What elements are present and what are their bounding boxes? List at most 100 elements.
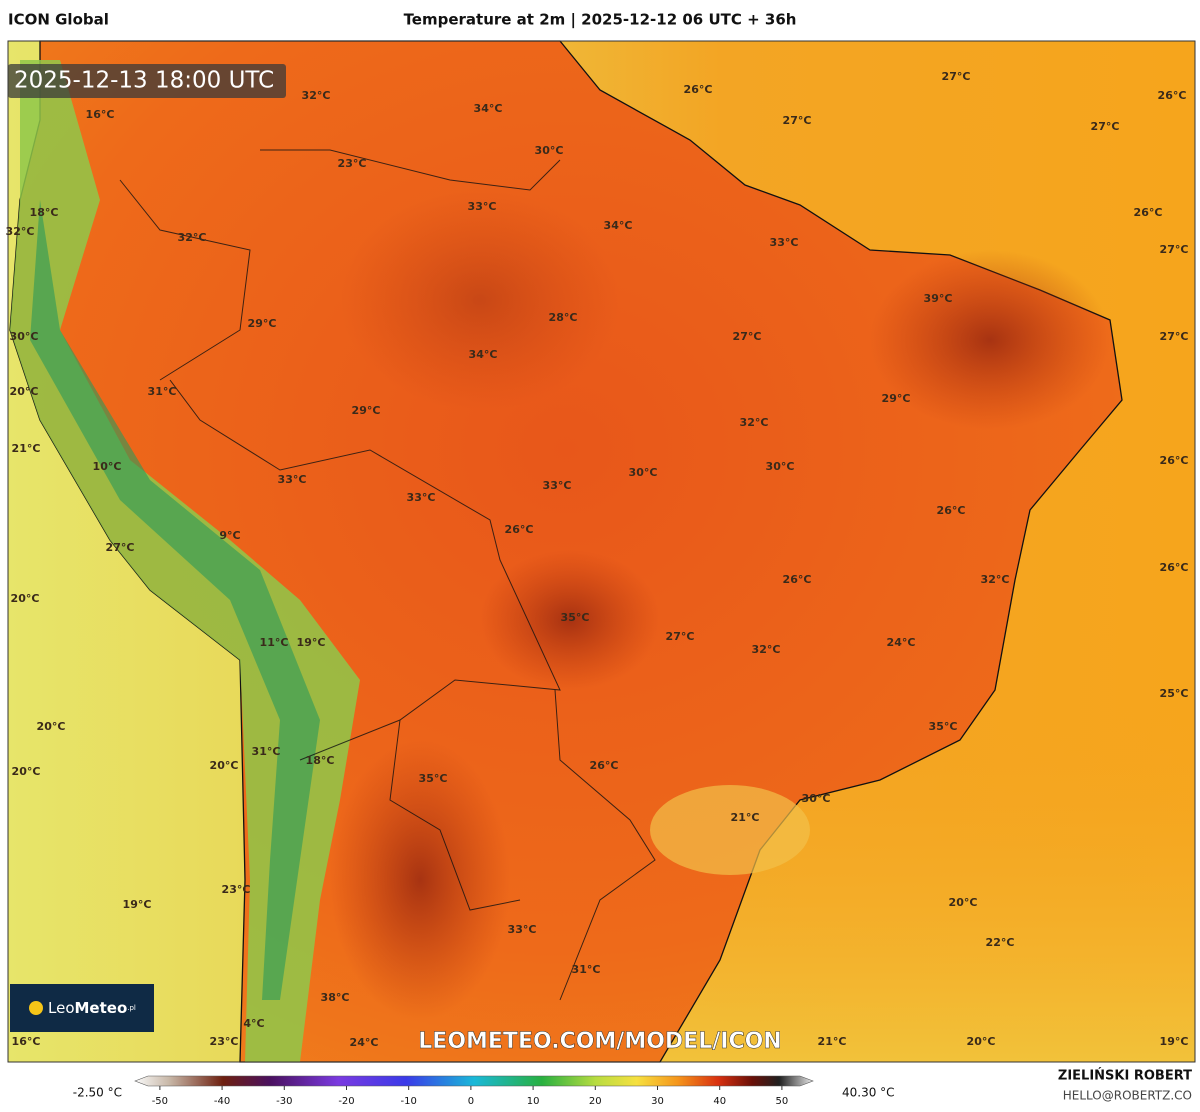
watermark: LEOMETEO.COM/MODEL/ICON — [418, 1029, 781, 1054]
temperature-label: 31°C — [572, 963, 601, 976]
temperature-label: 11°C — [260, 636, 289, 649]
colorbar-tick-label: -30 — [276, 1096, 292, 1107]
temperature-label: 26°C — [1160, 454, 1189, 467]
temperature-label: 29°C — [248, 317, 277, 330]
map-frame — [7, 40, 1196, 1063]
temperature-label: 21°C — [818, 1035, 847, 1048]
temperature-label: 21°C — [731, 811, 760, 824]
temperature-label: 30°C — [10, 330, 39, 343]
temperature-label: 26°C — [937, 504, 966, 517]
temperature-label: 32°C — [178, 231, 207, 244]
temperature-label: 23°C — [338, 157, 367, 170]
temperature-label: 18°C — [30, 206, 59, 219]
temperature-label: 27°C — [1160, 330, 1189, 343]
temperature-label: 31°C — [148, 385, 177, 398]
colorbar-tick-label: 20 — [589, 1096, 602, 1107]
temperature-label: 29°C — [352, 404, 381, 417]
temperature-label: 27°C — [106, 541, 135, 554]
cool-area — [650, 785, 810, 875]
colorbar-tick-label: -20 — [338, 1096, 354, 1107]
temperature-label: 27°C — [1091, 120, 1120, 133]
hot-area — [870, 250, 1110, 430]
colorbar: -2.50 °C 40.30 °C -50 -40 -30 -20 -10 0 10 20 30… — [73, 1075, 895, 1107]
temperature-label: 22°C — [986, 936, 1015, 949]
andes — [10, 60, 360, 1062]
temperature-label: 35°C — [929, 720, 958, 733]
temperature-label: 20°C — [12, 765, 41, 778]
temperature-label: 32°C — [752, 643, 781, 656]
temperature-label: 34°C — [604, 219, 633, 232]
temperature-label: 27°C — [942, 70, 971, 83]
contact: HELLO@ROBERTZ.CO — [1063, 1089, 1192, 1103]
temperature-label: 26°C — [783, 573, 812, 586]
logo-prefix: Leo — [48, 999, 75, 1017]
temperature-label: 30°C — [766, 460, 795, 473]
temperature-label: 39°C — [924, 292, 953, 305]
temperature-label: 20°C — [210, 759, 239, 772]
temperature-label: 35°C — [561, 611, 590, 624]
temperature-label: 20°C — [37, 720, 66, 733]
temperature-label: 34°C — [469, 348, 498, 361]
temperature-label: 20°C — [10, 385, 39, 398]
temperature-label: 24°C — [887, 636, 916, 649]
hot-area — [480, 550, 660, 690]
temperature-label: 31°C — [252, 745, 281, 758]
temperature-label: 27°C — [666, 630, 695, 643]
map-title: Temperature at 2m | 2025-12-12 06 UTC + … — [404, 11, 797, 30]
temperature-label: 10°C — [93, 460, 122, 473]
temperature-label: 20°C — [967, 1035, 996, 1048]
map-labels: 16°C 32°C 34°C 26°C 27°C 26°C 23°C 30°C 27°C 27°C… — [6, 70, 1189, 1049]
colorbar-tick-label: -10 — [401, 1096, 417, 1107]
temperature-label: 18°C — [306, 754, 335, 767]
temperature-label: 32°C — [6, 225, 35, 238]
temperature-label: 26°C — [590, 759, 619, 772]
colorbar-tick-label: 40 — [713, 1096, 726, 1107]
temperature-label: 9°C — [219, 529, 240, 542]
temperature-label: 33°C — [278, 473, 307, 486]
temperature-label: 28°C — [549, 311, 578, 324]
temperature-label: 24°C — [350, 1036, 379, 1049]
colorbar-min: -2.50 °C — [73, 1086, 122, 1100]
colorbar-scale — [134, 1075, 814, 1087]
temperature-label: 4°C — [243, 1017, 264, 1030]
hot-area — [330, 740, 510, 1020]
temperature-label: 34°C — [474, 102, 503, 115]
temperature-label: 30°C — [802, 792, 831, 805]
timestamp-box — [8, 64, 286, 98]
temperature-label: 23°C — [222, 883, 251, 896]
temperature-label: 19°C — [297, 636, 326, 649]
temperature-label: 33°C — [407, 491, 436, 504]
temperature-label: 26°C — [1134, 206, 1163, 219]
temperature-label: 27°C — [733, 330, 762, 343]
timestamp: 2025-12-13 18:00 UTC — [14, 68, 274, 94]
temperature-label: 26°C — [1160, 561, 1189, 574]
temperature-label: 32°C — [302, 89, 331, 102]
andes-high — [30, 200, 320, 1000]
temperature-label: 29°C — [882, 392, 911, 405]
temperature-label: 20°C — [949, 896, 978, 909]
borders — [119, 149, 656, 1001]
map — [7, 40, 1196, 1063]
model-name: ICON Global — [8, 11, 109, 29]
temperature-label: 20°C — [11, 592, 40, 605]
temperature-label: 32°C — [981, 573, 1010, 586]
temperature-label: 33°C — [543, 479, 572, 492]
logo-sun — [29, 1001, 43, 1015]
logo: LeoMeteo.pl — [48, 999, 136, 1017]
colorbar-tick-label: -40 — [214, 1096, 230, 1107]
temperature-label: 16°C — [12, 1035, 41, 1048]
colorbar-tick-label: 0 — [468, 1096, 474, 1107]
temperature-label: 25°C — [1160, 687, 1189, 700]
temperature-label: 19°C — [1160, 1035, 1189, 1048]
temperature-label: 33°C — [508, 923, 537, 936]
colorbar-tick-label: 30 — [651, 1096, 664, 1107]
logo-name: Meteo — [75, 999, 128, 1017]
temperature-label: 33°C — [770, 236, 799, 249]
temperature-label: 19°C — [123, 898, 152, 911]
temperature-label: 33°C — [468, 200, 497, 213]
temperature-label: 26°C — [505, 523, 534, 536]
temperature-label: 30°C — [629, 466, 658, 479]
colorbar-tick-label: 10 — [527, 1096, 540, 1107]
